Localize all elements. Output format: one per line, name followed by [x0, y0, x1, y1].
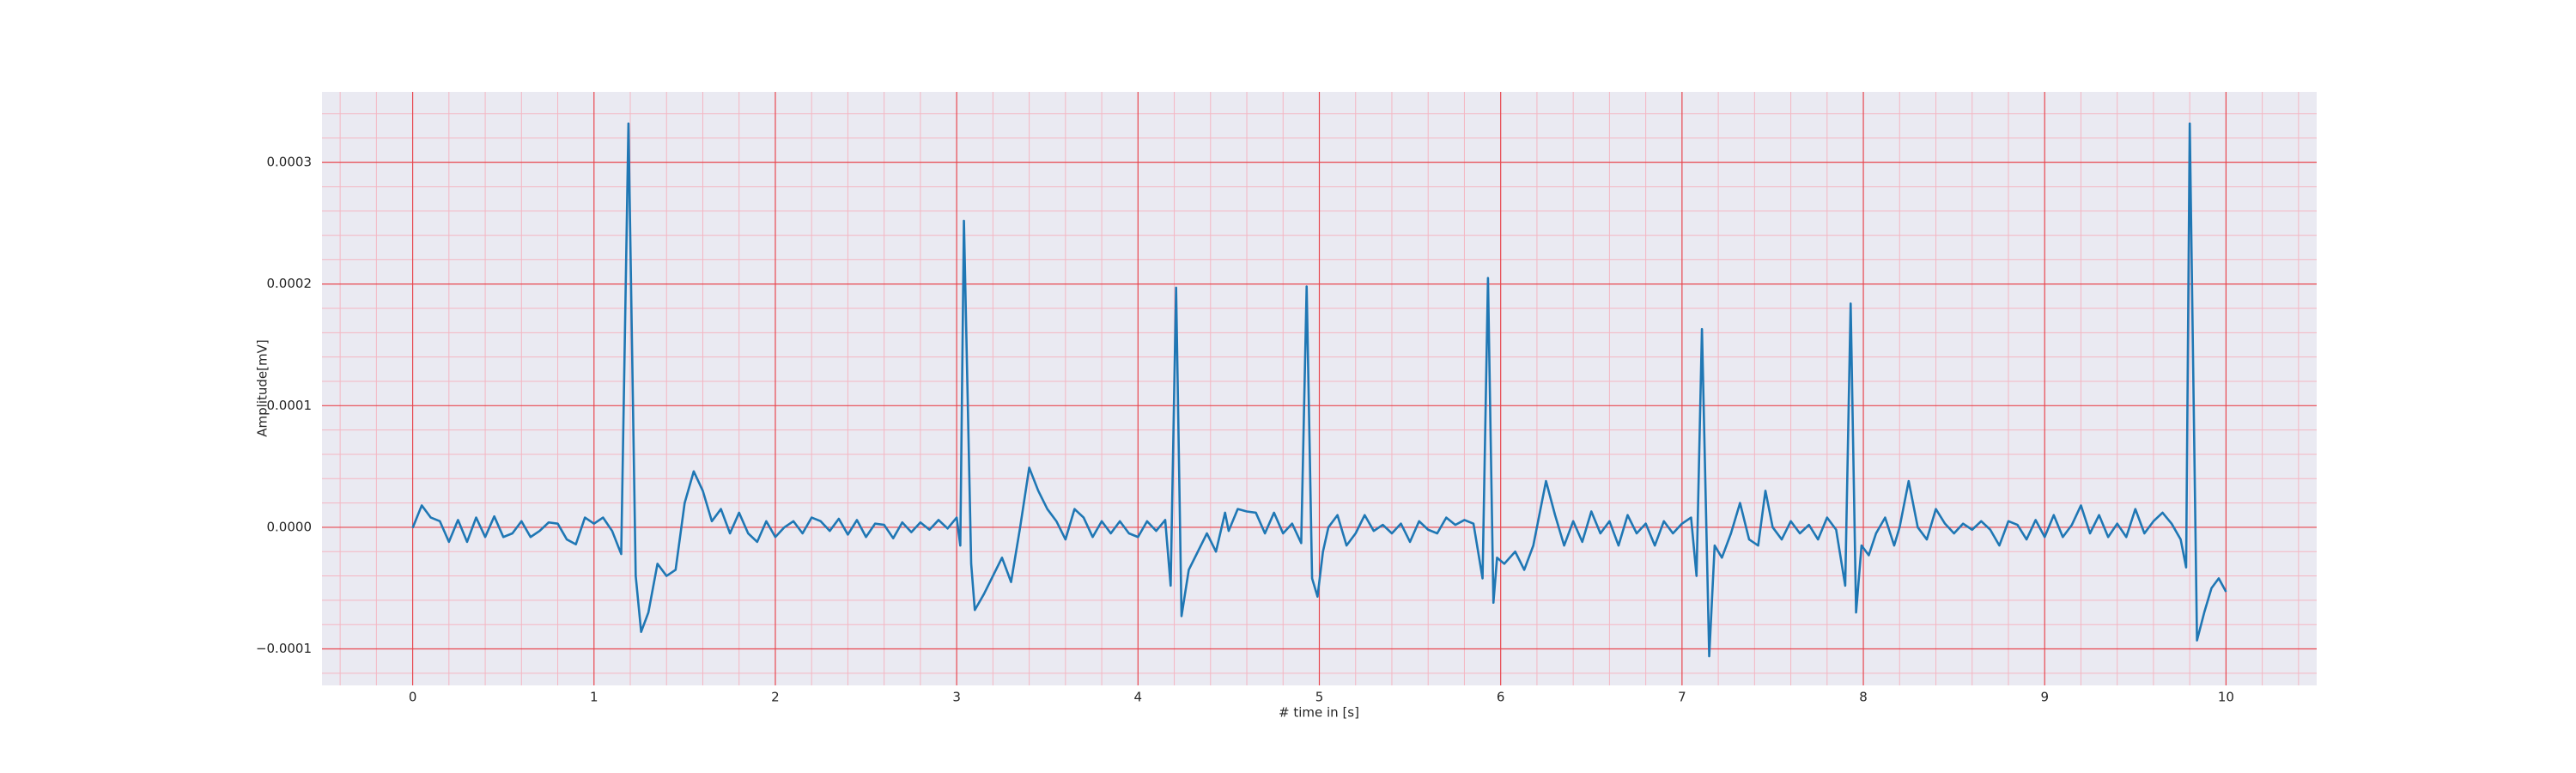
- x-tick-label: 0: [409, 690, 417, 705]
- tick-labels: 0 1 2 3 4 5 6 7 8 9 10 −0.0001 0.0000 0.0001 0.0002 0.0…: [256, 155, 2234, 705]
- x-tick-label: 7: [1678, 690, 1686, 705]
- y-axis-label: Amplitude[mV]: [255, 339, 270, 436]
- major-grid: [322, 92, 2317, 685]
- x-tick-label: 8: [1859, 690, 1868, 705]
- x-tick-label: 5: [1315, 690, 1324, 705]
- x-tick-label: 1: [590, 690, 598, 705]
- series: [411, 122, 2227, 658]
- y-tick-label: 0.0000: [267, 519, 313, 534]
- y-tick-label: 0.0001: [267, 398, 313, 413]
- x-tick-label: 4: [1134, 690, 1143, 705]
- x-tick-label: 9: [2040, 690, 2049, 705]
- y-tick-label: −0.0001: [256, 641, 312, 656]
- x-tick-label: 10: [2218, 690, 2234, 705]
- x-tick-label: 6: [1497, 690, 1505, 705]
- y-tick-label: 0.0002: [267, 276, 313, 291]
- x-axis-label: # time in [s]: [1279, 705, 1359, 721]
- x-tick-label: 2: [771, 690, 780, 705]
- x-tick-label: 3: [952, 690, 961, 705]
- signal-line: [411, 122, 2227, 658]
- y-tick-label: 0.0003: [267, 155, 313, 170]
